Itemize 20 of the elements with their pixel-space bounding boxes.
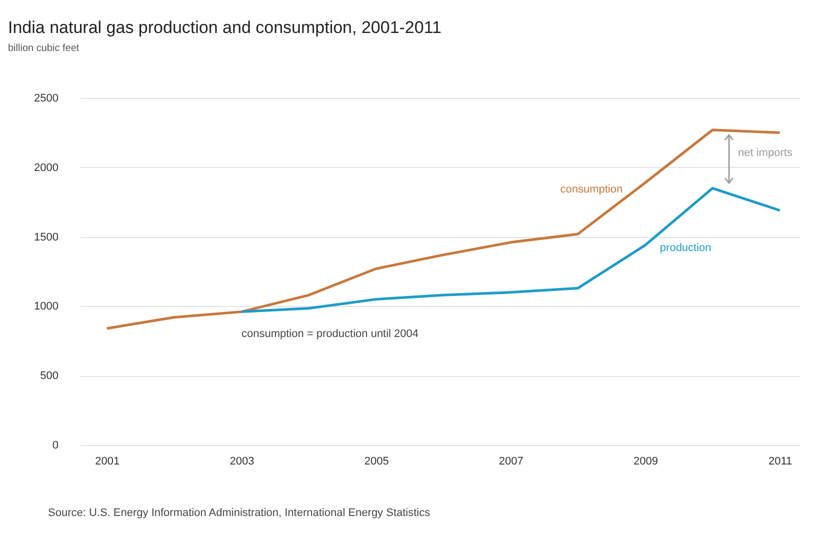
series-label: production [660,242,712,254]
annotation: consumption = production until 2004 [241,328,419,340]
annotation: net imports [738,147,793,159]
x-tick-label: 2007 [498,456,524,468]
x-tick-label: 2005 [364,456,389,468]
line-series [240,186,782,314]
y-tick-label: 1500 [34,231,58,244]
y-tick-label: 500 [40,370,58,382]
chart-title: India natural gas production and consumption, 2001-2011 [8,18,442,37]
y-tick-label: 0 [52,440,58,452]
y-tick-label: 2000 [34,162,58,174]
y-tick-label: 2500 [34,92,58,104]
series-label: consumption [560,184,623,196]
x-tick-label: 2001 [95,456,120,468]
x-tick-label: 2009 [633,456,658,468]
y-tick-label: 1000 [34,300,58,313]
source-note: Source: U.S. Energy Information Administration, International Energy Statistics [48,507,431,519]
x-tick-label: 2011 [768,456,792,468]
x-tick-label: 2003 [230,456,254,468]
chart-subtitle: billion cubic feet [8,43,80,54]
